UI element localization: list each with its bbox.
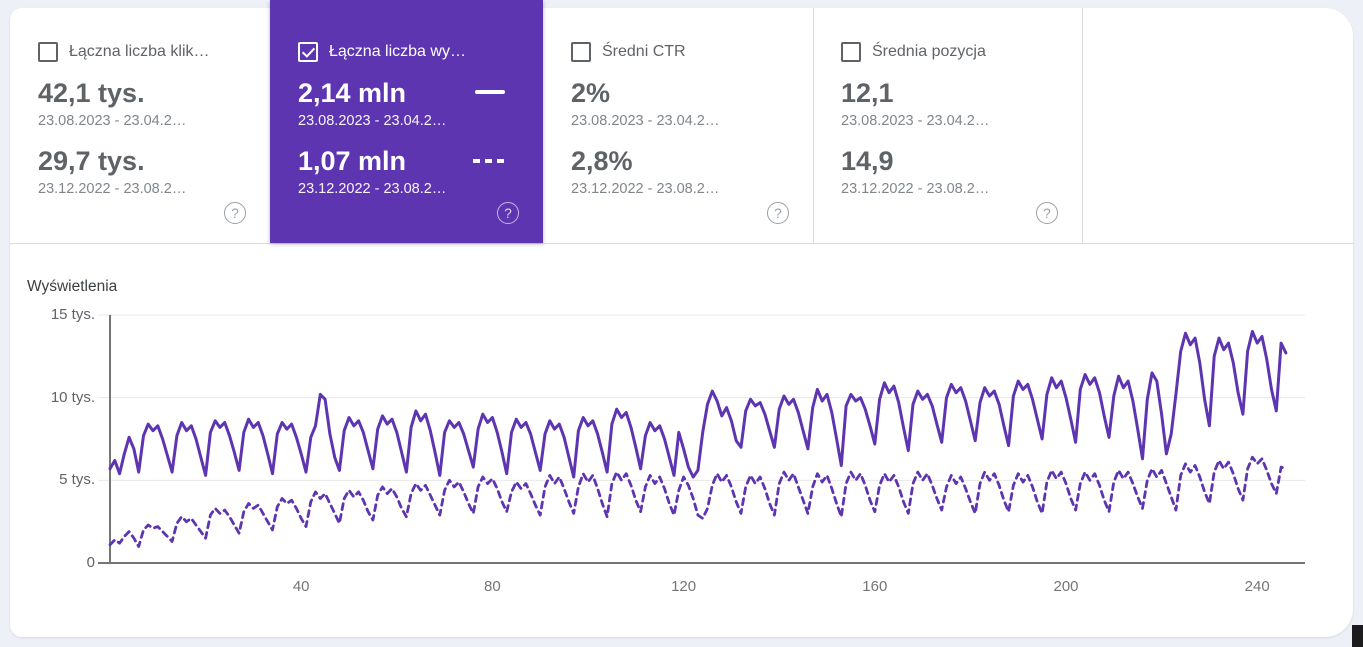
metric-card-ctr[interactable]: Średni CTR 2% 23.08.2023 - 23.04.2… 2,8%… [543,8,813,243]
position-period-current: 23.08.2023 - 23.04.2… [841,113,990,129]
series-solid-line [108,330,1288,479]
impressions-period-current: 23.08.2023 - 23.04.2… [298,113,447,129]
chart-area[interactable] [10,243,1353,637]
metric-card-impressions[interactable]: Łączna liczba wy… 2,14 mln 23.08.2023 - … [270,0,543,243]
impressions-card-label: Łączna liczba wy… [329,43,466,60]
checkmark-icon [301,43,315,58]
chart-svg [98,314,1305,564]
ctr-value-previous: 2,8% [571,146,633,176]
card-divider [1082,8,1083,243]
clicks-card-label: Łączna liczba klik… [69,43,210,60]
legend-dashed-line-icon [473,159,507,163]
position-value-current: 12,1 [841,78,894,108]
position-checkbox[interactable] [841,42,861,62]
impressions-value-current: 2,14 mln [298,78,407,108]
ctr-checkbox[interactable] [571,42,591,62]
impressions-help-icon[interactable]: ? [497,202,519,224]
ctr-card-label: Średni CTR [602,43,686,60]
clicks-value-current: 42,1 tys. [38,78,145,108]
position-value-previous: 14,9 [841,146,894,176]
metric-card-clicks[interactable]: Łączna liczba klik… 42,1 tys. 23.08.2023… [10,8,270,243]
impressions-checkbox[interactable] [298,42,318,62]
ctr-help-icon[interactable]: ? [767,202,789,224]
impressions-value-previous: 1,07 mln [298,146,407,176]
impressions-period-previous: 23.12.2022 - 23.08.2… [298,181,447,197]
series-dashed-line [108,455,1288,548]
clicks-period-previous: 23.12.2022 - 23.08.2… [38,181,187,197]
chart-title: Wyświetlenia [27,278,118,295]
clicks-value-previous: 29,7 tys. [38,146,145,176]
clicks-help-icon[interactable]: ? [224,202,246,224]
clicks-period-current: 23.08.2023 - 23.04.2… [38,113,187,129]
position-period-previous: 23.12.2022 - 23.08.2… [841,181,990,197]
metric-cards-row: Łączna liczba klik… 42,1 tys. 23.08.2023… [10,0,1353,244]
clicks-checkbox[interactable] [38,42,58,62]
position-card-label: Średnia pozycja [872,43,986,60]
position-help-icon[interactable]: ? [1036,202,1058,224]
legend-solid-line-icon [475,90,505,94]
scrollbar-thumb[interactable] [1352,625,1363,647]
card-divider [813,8,814,243]
ctr-value-current: 2% [571,78,611,108]
ctr-period-previous: 23.12.2022 - 23.08.2… [571,181,720,197]
ctr-period-current: 23.08.2023 - 23.04.2… [571,113,720,129]
metric-card-position[interactable]: Średnia pozycja 12,1 23.08.2023 - 23.04.… [813,8,1082,243]
cards-bottom-divider [10,243,1353,244]
performance-panel: Łączna liczba klik… 42,1 tys. 23.08.2023… [10,0,1353,637]
